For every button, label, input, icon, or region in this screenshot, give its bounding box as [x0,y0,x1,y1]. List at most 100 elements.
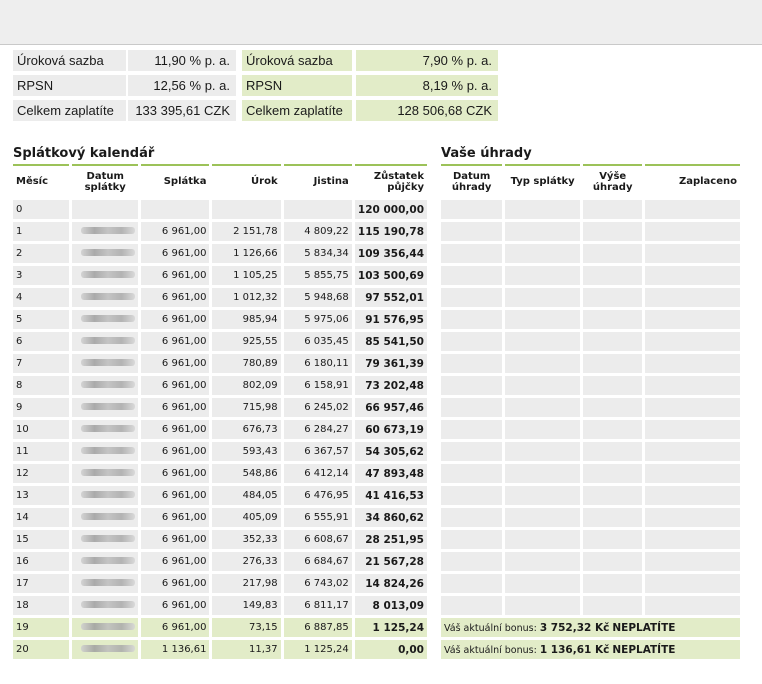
table-row [441,307,740,329]
cell-vyse [583,263,643,285]
top-bar [0,0,762,45]
cell-jistina: 5 948,68 [283,285,352,307]
table-row: 18 6 961,00 149,83 6 811,17 8 013,09 [13,593,427,615]
cell-jistina: 6 245,02 [283,395,352,417]
cell-datum [72,593,139,615]
cell-urok: 11,37 [212,637,281,659]
cell-datum-uhrady [441,571,503,593]
cell-mesic: 9 [13,395,70,417]
cell-zustatek: 120 000,00 [354,197,427,219]
cell-zustatek: 14 824,26 [354,571,427,593]
table-row: 3 6 961,00 1 105,25 5 855,75 103 500,69 [13,263,427,285]
cell-urok: 484,05 [212,483,281,505]
cell-datum-uhrady [441,351,503,373]
cell-mesic: 14 [13,505,70,527]
col-header-urok: Úrok [212,164,281,197]
cell-vyse [583,197,643,219]
cell-typ [505,329,581,351]
cell-mesic: 7 [13,351,70,373]
table-row: 20 1 136,61 11,37 1 125,24 0,00 [13,637,427,659]
redacted-date [81,579,136,586]
bonus-prefix: Váš aktuální bonus: [444,622,537,634]
cell-zustatek: 21 567,28 [354,549,427,571]
col-header-jistina: Jistina [283,164,352,197]
bonus-cell: Váš aktuální bonus: 3 752,32 Kč NEPLATÍT… [441,615,740,637]
cell-datum [72,307,139,329]
cell-splatka: 6 961,00 [141,263,210,285]
cell-jistina: 1 125,24 [283,637,352,659]
cell-vyse [583,373,643,395]
cell-zaplaceno [645,417,740,439]
cell-splatka: 6 961,00 [141,219,210,241]
redacted-date [81,425,136,432]
cell-datum [72,505,139,527]
table-row: 16 6 961,00 276,33 6 684,67 21 567,28 [13,549,427,571]
cell-typ [505,241,581,263]
cell-jistina: 5 975,06 [283,307,352,329]
cell-urok: 1 126,66 [212,241,281,263]
cell-zaplaceno [645,461,740,483]
cell-urok [212,197,281,219]
cell-mesic: 1 [13,219,70,241]
cell-zustatek: 109 356,44 [354,241,427,263]
cell-mesic: 11 [13,439,70,461]
cell-zaplaceno [645,439,740,461]
summary-left-value: 12,56 % p. a. [128,75,236,96]
table-row [441,329,740,351]
table-row [441,461,740,483]
table-row: 17 6 961,00 217,98 6 743,02 14 824,26 [13,571,427,593]
cell-typ [505,351,581,373]
cell-datum [72,351,139,373]
cell-zustatek: 54 305,62 [354,439,427,461]
table-row [441,351,740,373]
summary-left-label: Úroková sazba [13,50,126,71]
table-row [441,549,740,571]
cell-datum [72,197,139,219]
cell-zustatek: 1 125,24 [354,615,427,637]
cell-zustatek: 34 860,62 [354,505,427,527]
cell-urok: 352,33 [212,527,281,549]
cell-typ [505,483,581,505]
redacted-date [81,293,136,300]
cell-mesic: 10 [13,417,70,439]
cell-datum [72,395,139,417]
cell-zaplaceno [645,549,740,571]
col-header-datum-uhrady: Datum úhrady [441,164,503,197]
table-row [441,241,740,263]
cell-typ [505,219,581,241]
cell-datum [72,241,139,263]
cell-typ [505,285,581,307]
redacted-date [81,337,136,344]
cell-zustatek: 73 202,48 [354,373,427,395]
summary-right-value: 128 506,68 CZK [356,100,498,121]
cell-zaplaceno [645,571,740,593]
cell-datum [72,373,139,395]
redacted-date [81,315,136,322]
cell-zaplaceno [645,307,740,329]
table-row [441,505,740,527]
payments-header-row: Datum úhrady Typ splátky Výše úhrady Zap… [441,164,740,197]
cell-splatka: 6 961,00 [141,417,210,439]
cell-zustatek: 85 541,50 [354,329,427,351]
cell-splatka: 6 961,00 [141,285,210,307]
cell-urok: 985,94 [212,307,281,329]
cell-datum [72,285,139,307]
cell-splatka: 6 961,00 [141,549,210,571]
bonus-status: NEPLATÍTE [612,621,676,634]
cell-typ [505,263,581,285]
cell-zaplaceno [645,285,740,307]
table-row: 15 6 961,00 352,33 6 608,67 28 251,95 [13,527,427,549]
cell-typ [505,505,581,527]
cell-vyse [583,241,643,263]
cell-datum-uhrady [441,549,503,571]
table-row [441,285,740,307]
cell-mesic: 4 [13,285,70,307]
cell-splatka: 6 961,00 [141,241,210,263]
cell-splatka: 6 961,00 [141,593,210,615]
cell-typ [505,197,581,219]
col-header-mesic: Měsíc [13,164,70,197]
cell-urok: 73,15 [212,615,281,637]
cell-jistina: 6 284,27 [283,417,352,439]
cell-zustatek: 60 673,19 [354,417,427,439]
cell-datum [72,329,139,351]
